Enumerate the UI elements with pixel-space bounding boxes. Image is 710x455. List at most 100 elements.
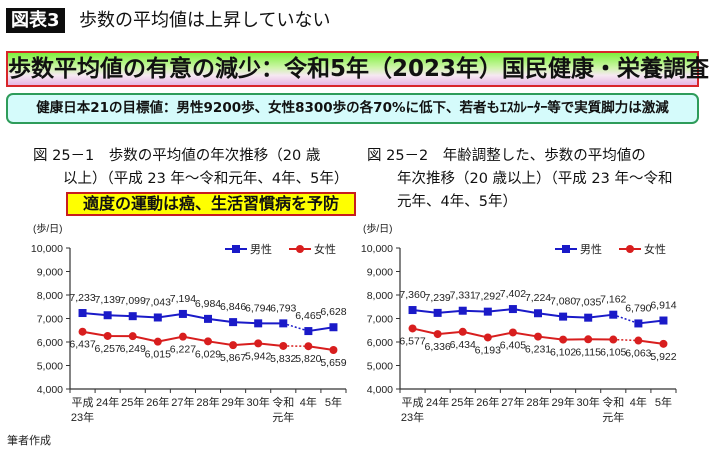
- data-label: 6,063: [625, 348, 651, 360]
- x-tick-label: 29年: [551, 395, 574, 409]
- data-label: 7,080: [550, 296, 576, 308]
- data-label: 6,257: [94, 343, 120, 355]
- x-tick-label: 5年: [655, 395, 672, 409]
- data-label: 6,984: [195, 298, 221, 310]
- data-label: 7,194: [170, 293, 196, 305]
- x-tick-label: 24年: [96, 395, 119, 409]
- x-tick-label: 27年: [171, 395, 194, 409]
- data-label: 7,402: [500, 288, 526, 300]
- series-gap-connector: [283, 322, 309, 332]
- caption-left-line2: 以上）（平成 23 年～令和元年、4年、5年）: [63, 171, 349, 187]
- target-note-band: 健康日本21の目標値：男性9200歩、女性8300歩の各70%に低下、若者もｴｽ…: [6, 93, 699, 124]
- data-point-female: [609, 335, 618, 344]
- x-tick-label: 23年: [401, 410, 424, 424]
- legend-label: 男性: [580, 242, 602, 256]
- data-point-male: [408, 306, 417, 315]
- y-tick-label: 8,000: [367, 290, 393, 302]
- y-tick-label: 9,000: [37, 267, 63, 279]
- x-tick-label: 28年: [526, 395, 549, 409]
- data-point-female: [204, 337, 212, 346]
- data-point-male: [128, 312, 137, 321]
- data-label: 6,465: [295, 310, 321, 322]
- y-tick-label: 9,000: [367, 267, 393, 279]
- data-label: 6,193: [475, 344, 501, 356]
- y-tick-label: 6,000: [367, 337, 393, 349]
- x-tick-label: 元年: [272, 410, 294, 424]
- data-point-female: [329, 346, 338, 355]
- x-tick-label: 29年: [221, 395, 244, 409]
- data-point-male: [78, 309, 87, 318]
- data-label: 7,292: [475, 291, 501, 303]
- caption-right-line2: 年次推移（20 歳以上）（平成 23 年～令和: [397, 171, 673, 187]
- data-label: 6,231: [525, 344, 551, 356]
- data-label: 6,227: [170, 344, 196, 356]
- y-tick-label: 5,000: [37, 361, 63, 373]
- data-label: 5,867: [220, 352, 246, 364]
- data-point-male: [153, 313, 162, 322]
- x-tick-label: 24年: [426, 395, 449, 409]
- data-label: 5,922: [650, 351, 676, 363]
- data-label: 6,846: [220, 301, 246, 313]
- series-line-male: [308, 326, 334, 333]
- data-point-male: [458, 306, 467, 315]
- legend-circle-icon: [296, 245, 304, 253]
- data-label: 6,102: [550, 347, 576, 359]
- series-gap-connector: [613, 313, 639, 325]
- data-label: 7,239: [424, 292, 450, 304]
- caption-right-line3: 元年、4年、5年）: [397, 194, 517, 210]
- x-tick-label: 25年: [121, 395, 144, 409]
- data-point-female: [229, 341, 238, 350]
- x-tick-label: 28年: [196, 395, 219, 409]
- data-point-female: [128, 332, 137, 341]
- data-label: 7,035: [575, 297, 601, 309]
- data-point-male: [304, 327, 313, 336]
- data-point-male: [229, 318, 238, 327]
- data-label: 6,437: [69, 339, 95, 351]
- data-point-male: [178, 309, 187, 318]
- data-label: 7,043: [145, 296, 171, 308]
- data-point-female: [584, 335, 593, 344]
- caption-right-line1: 図 25－2 年齢調整した、歩数の平均値の: [367, 148, 646, 164]
- y-tick-label: 4,000: [367, 384, 393, 396]
- data-point-female: [458, 327, 467, 336]
- data-point-male: [609, 310, 618, 319]
- series-line-female: [638, 339, 664, 345]
- data-point-male: [279, 319, 288, 328]
- data-label: 5,820: [295, 353, 321, 365]
- legend-square-icon: [232, 245, 240, 253]
- x-tick-label: 元年: [602, 410, 624, 424]
- data-label: 5,832: [270, 353, 296, 365]
- x-tick-label: 令和: [602, 395, 624, 409]
- legend-label: 女性: [644, 242, 666, 256]
- data-label: 7,162: [600, 294, 626, 306]
- y-tick-label: 7,000: [37, 314, 63, 326]
- headline-band: 歩数平均値の有意の減少：令和5年（2023年）国民健康・栄養調査: [6, 51, 709, 87]
- legend-square-icon: [562, 245, 570, 253]
- data-label: 7,099: [120, 295, 146, 307]
- figure-title: 歩数の平均値は上昇していない: [79, 10, 331, 31]
- data-point-male: [103, 311, 112, 320]
- data-label: 6,434: [450, 339, 476, 351]
- x-tick-label: 26年: [146, 395, 169, 409]
- data-label: 6,628: [320, 306, 346, 318]
- y-tick-label: 10,000: [31, 243, 63, 255]
- x-tick-label: 23年: [71, 410, 94, 424]
- data-point-male: [204, 314, 212, 323]
- data-point-male: [483, 307, 492, 316]
- data-label: 6,115: [575, 346, 601, 358]
- data-point-male: [584, 313, 593, 322]
- data-point-female: [659, 339, 668, 348]
- series-line-male: [638, 319, 664, 325]
- series-line-female: [308, 345, 334, 352]
- x-tick-label: 25年: [451, 395, 474, 409]
- data-label: 7,331: [450, 290, 476, 302]
- data-point-male: [254, 319, 263, 328]
- data-label: 7,224: [525, 292, 551, 304]
- x-tick-label: 26年: [476, 395, 499, 409]
- y-tick-label: 4,000: [37, 384, 63, 396]
- data-point-female: [153, 337, 162, 346]
- legend-circle-icon: [626, 245, 634, 253]
- x-tick-label: 5年: [325, 395, 342, 409]
- data-label: 5,942: [245, 350, 271, 362]
- data-label: 6,249: [120, 343, 146, 355]
